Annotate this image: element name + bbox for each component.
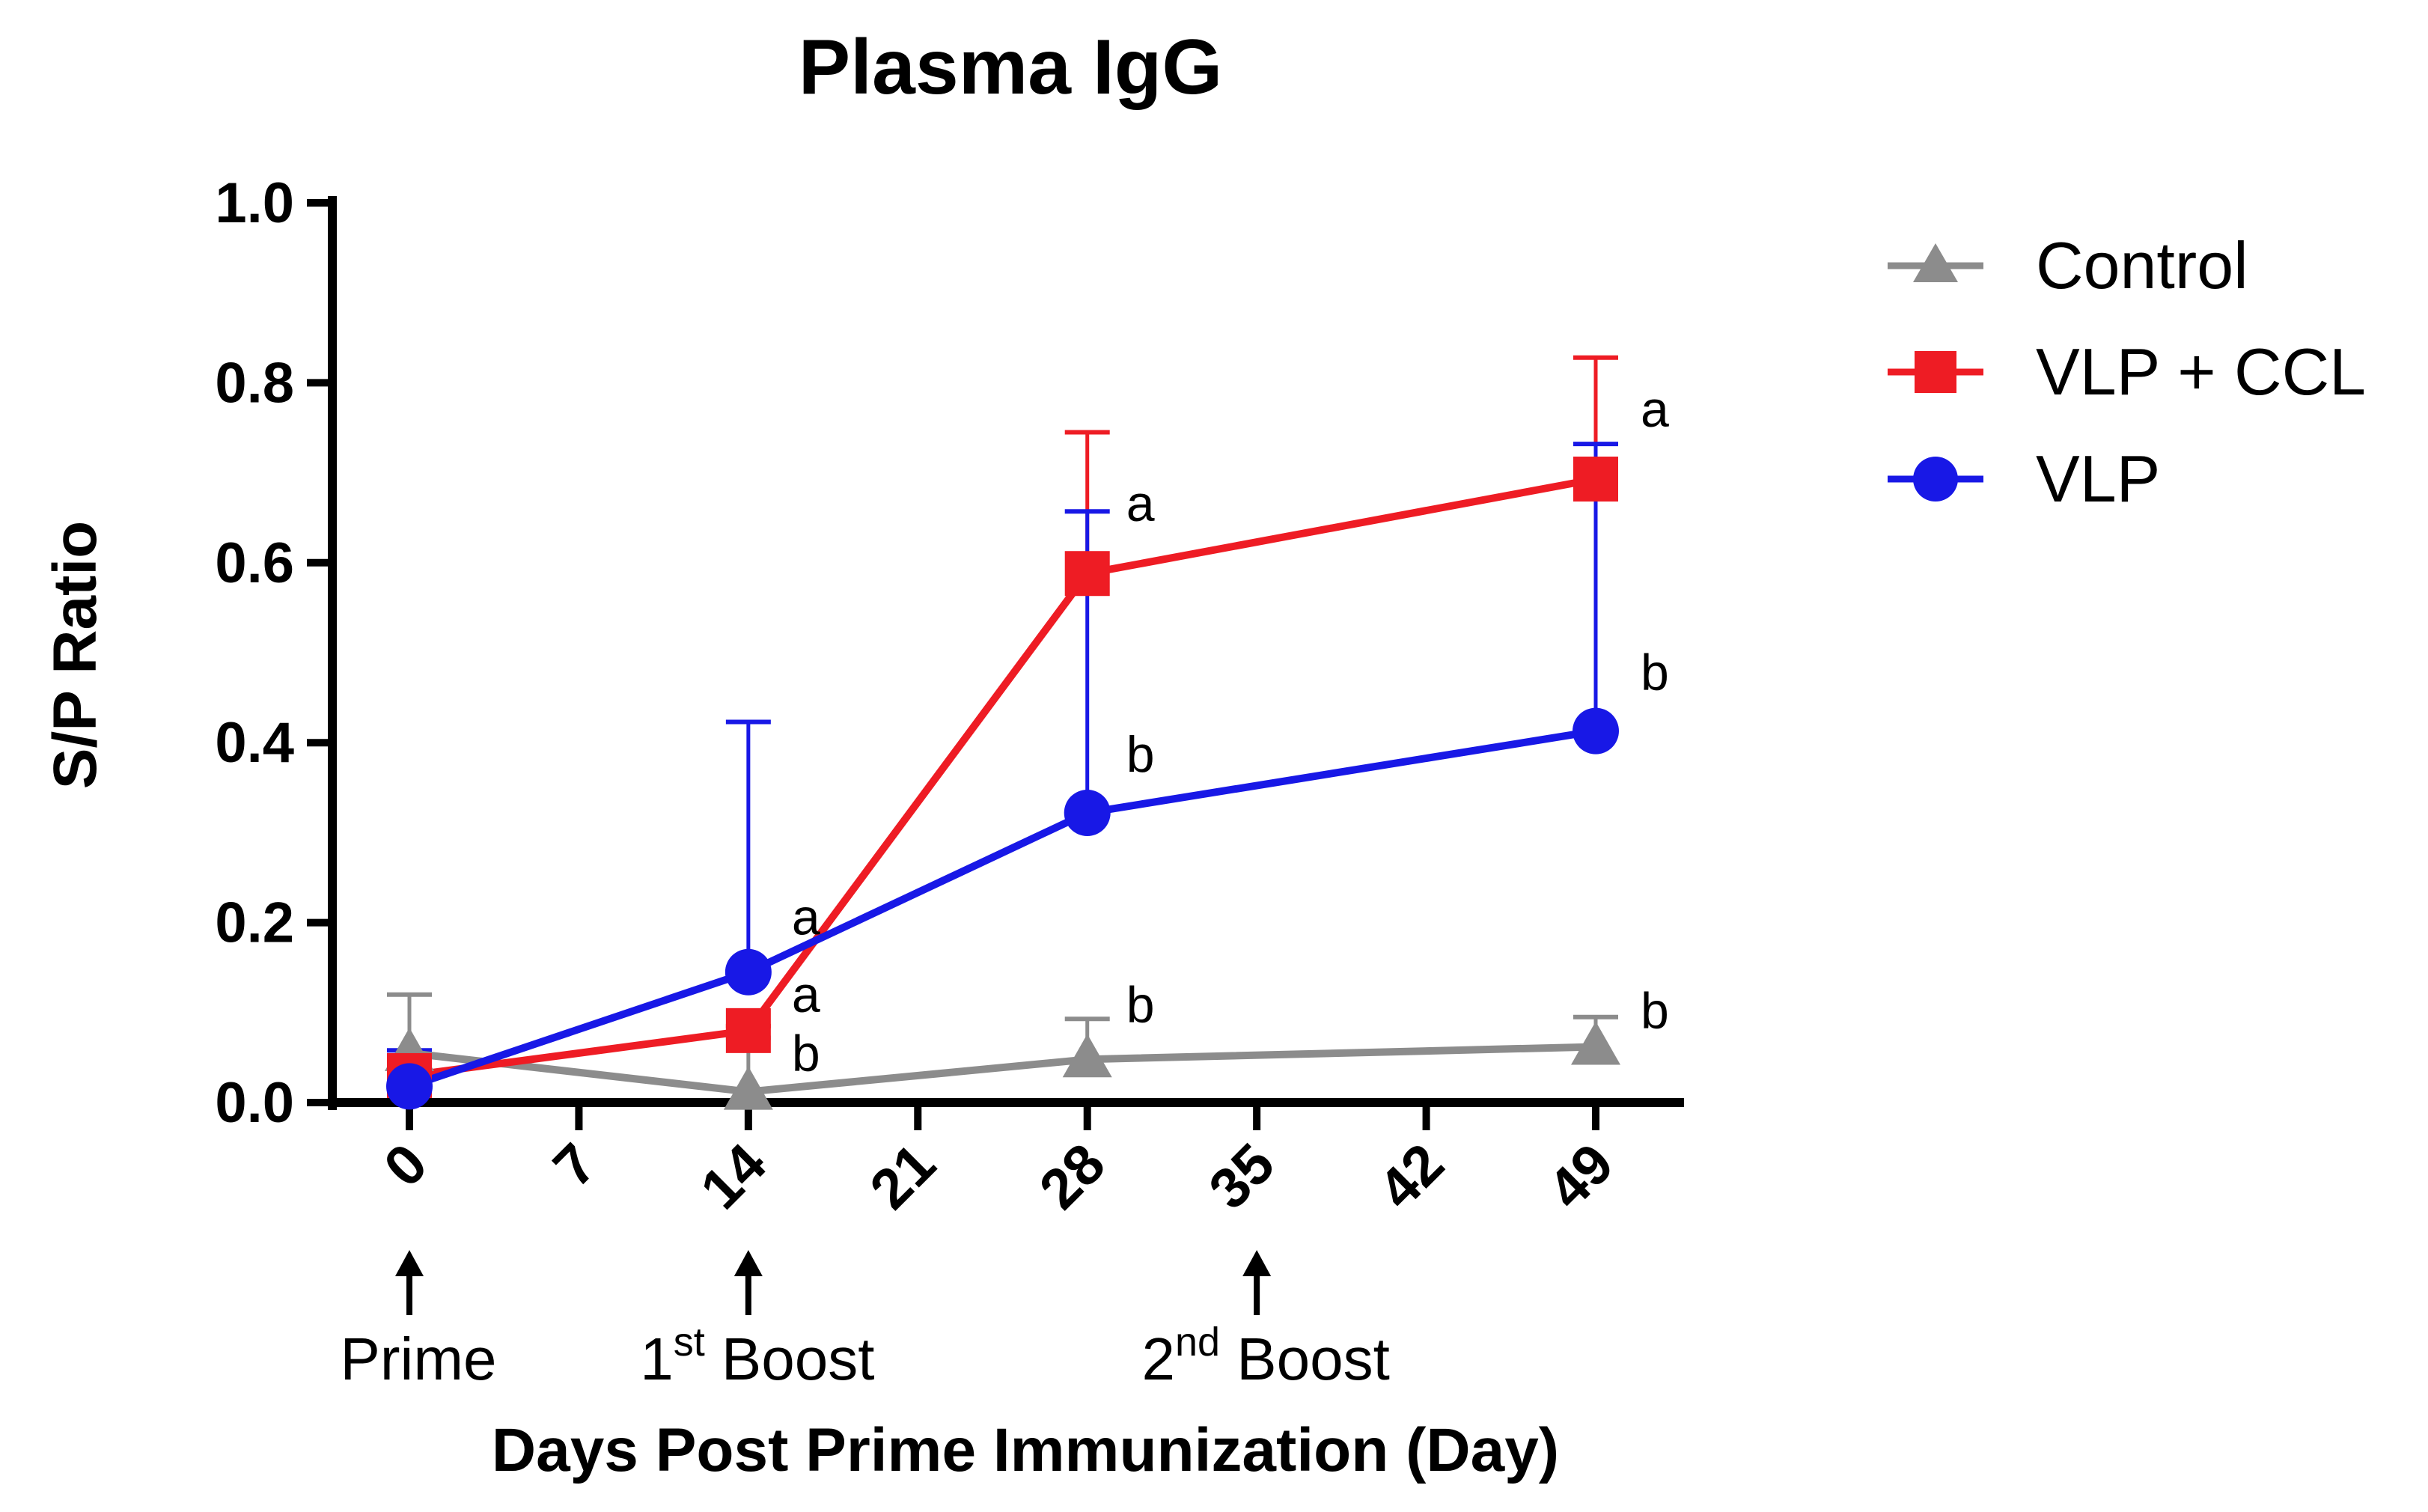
y-tick-label: 0.6 bbox=[215, 531, 294, 595]
error-bars bbox=[387, 355, 1618, 1092]
significance-label: a bbox=[1126, 475, 1155, 532]
legend-label: VLP bbox=[2036, 442, 2160, 516]
data-point bbox=[1064, 789, 1111, 836]
annotation-arrowhead bbox=[1242, 1250, 1272, 1276]
x-tick-label: 35 bbox=[1197, 1132, 1287, 1222]
data-point bbox=[1573, 707, 1619, 755]
legend-marker bbox=[1915, 351, 1956, 393]
series-line bbox=[408, 727, 1596, 1091]
legend[interactable]: Control VLP + CCL VLP bbox=[1888, 228, 2366, 516]
series-lines bbox=[408, 475, 1596, 1096]
series-line bbox=[409, 1043, 1596, 1096]
data-point bbox=[1571, 1021, 1620, 1065]
data-point bbox=[723, 1066, 773, 1110]
annotation-label: 1st Boost bbox=[640, 1320, 874, 1392]
legend-label: VLP + CCL bbox=[2036, 335, 2366, 409]
legend-marker bbox=[1913, 243, 1958, 282]
significance-label: b bbox=[792, 1025, 820, 1082]
significance-label: b bbox=[1126, 976, 1155, 1033]
y-tick-label: 0.4 bbox=[215, 711, 294, 775]
significance-label: b bbox=[1126, 726, 1155, 783]
annotation-label: Prime bbox=[341, 1326, 497, 1392]
y-tick-label: 1.0 bbox=[215, 171, 294, 235]
annotation-arrowhead bbox=[733, 1250, 763, 1276]
data-point bbox=[1062, 1034, 1112, 1078]
x-tick-label: 7 bbox=[541, 1132, 608, 1199]
chart-title: Plasma IgG bbox=[799, 24, 1222, 111]
data-point bbox=[725, 1008, 771, 1053]
immunization-annotations: Prime 1st Boost 2nd Boost bbox=[341, 1250, 1390, 1392]
data-point bbox=[1064, 551, 1110, 597]
x-tick-label: 28 bbox=[1028, 1132, 1117, 1222]
legend-marker bbox=[1913, 457, 1958, 502]
significance-label: a bbox=[792, 966, 820, 1023]
y-axis-label: S/P Ratio bbox=[41, 521, 109, 789]
legend-label: Control bbox=[2036, 228, 2248, 302]
x-tick-label: 14 bbox=[689, 1132, 778, 1222]
y-tick-label: 0.2 bbox=[215, 891, 294, 955]
x-tick-label: 0 bbox=[372, 1132, 439, 1199]
annotation-arrowhead bbox=[395, 1250, 424, 1276]
y-tick-label: 0.0 bbox=[215, 1071, 294, 1135]
x-tick-label: 49 bbox=[1536, 1132, 1626, 1222]
annotation-label: 2nd Boost bbox=[1141, 1320, 1389, 1392]
significance-label: a bbox=[1641, 381, 1669, 438]
data-point bbox=[725, 948, 772, 996]
data-point bbox=[1573, 457, 1618, 502]
x-tick-label: 42 bbox=[1367, 1132, 1457, 1222]
axes: 0.0 0.2 0.4 0.6 0.8 1.0 0 7 14 21 28 35 42 49 bbox=[215, 171, 1684, 1222]
significance-label: b bbox=[1641, 644, 1669, 701]
series-markers bbox=[385, 457, 1620, 1110]
significance-label: b bbox=[1641, 982, 1669, 1039]
x-axis-label: Days Post Prime Immunization (Day) bbox=[492, 1416, 1559, 1484]
x-tick-label: 21 bbox=[858, 1132, 948, 1222]
data-point bbox=[386, 1063, 433, 1110]
significance-label: a bbox=[792, 889, 820, 946]
y-tick-label: 0.8 bbox=[215, 351, 294, 415]
series-line bbox=[409, 475, 1596, 1079]
